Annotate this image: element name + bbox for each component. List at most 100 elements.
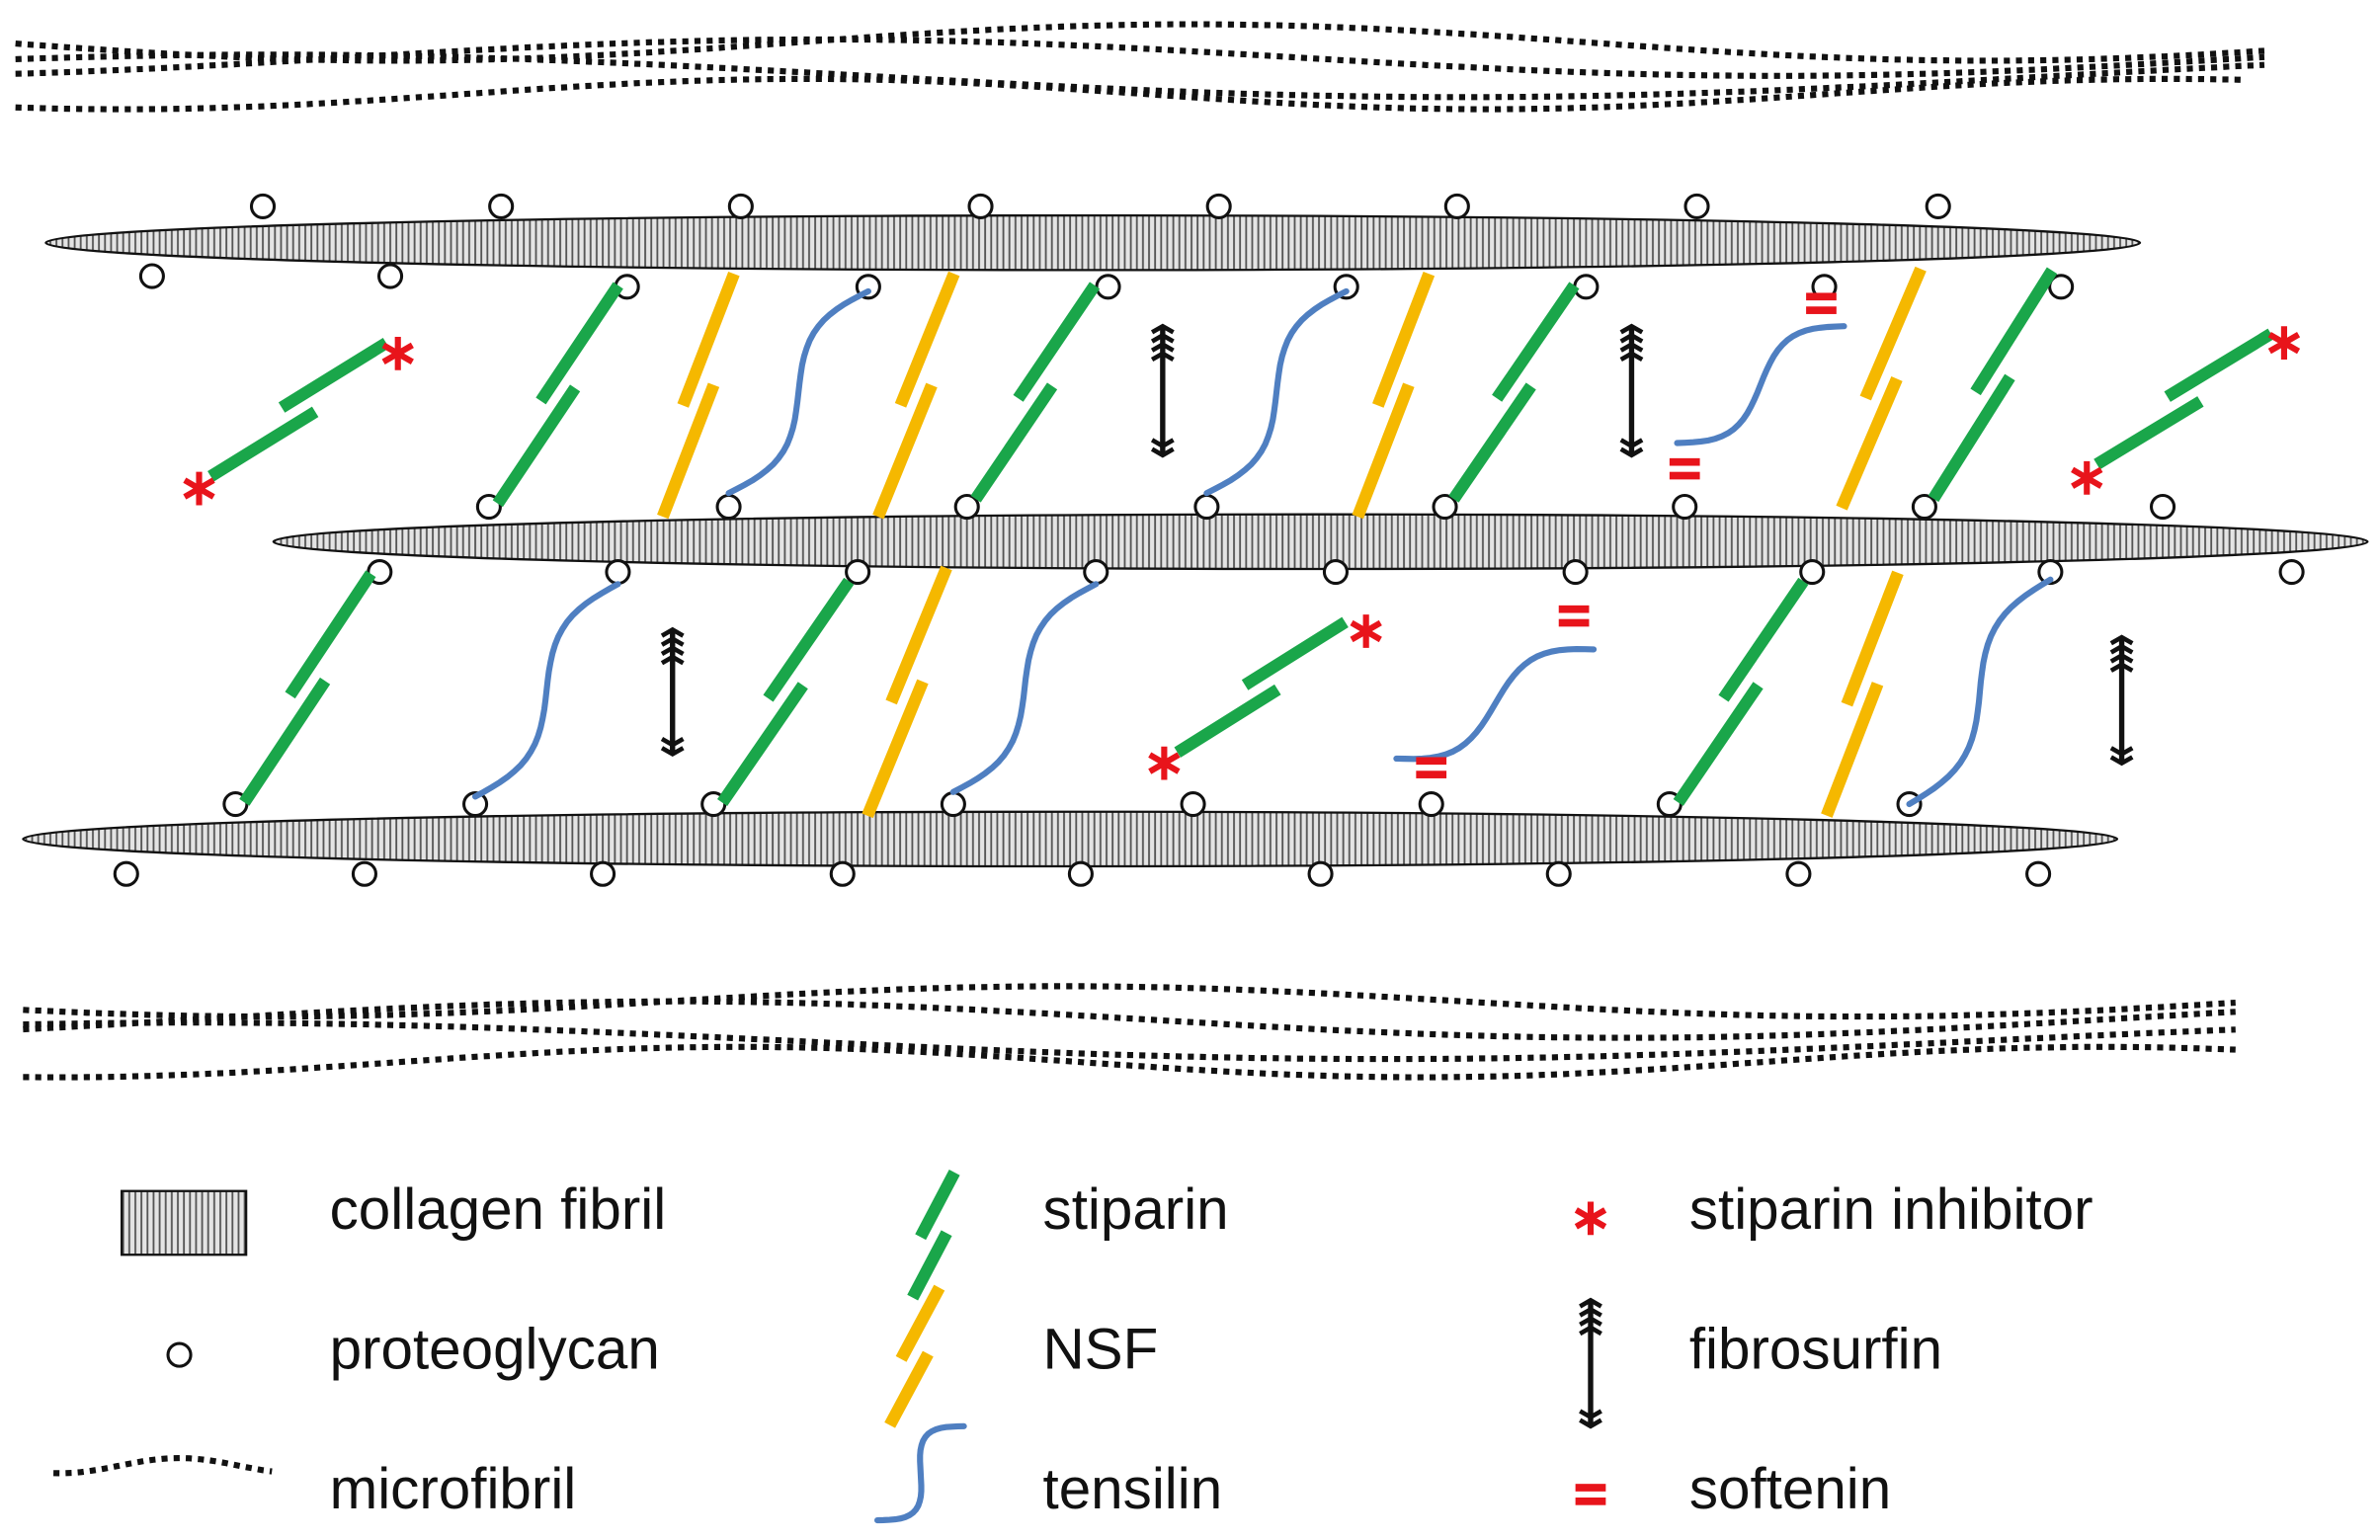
collagen-fibril	[44, 213, 2142, 272]
proteoglycan	[605, 559, 631, 586]
tensilin	[1393, 646, 1598, 763]
nsf	[862, 679, 929, 819]
tensilin	[1203, 287, 1350, 497]
legend-icon	[895, 1284, 945, 1362]
fibrosurfin	[2109, 652, 2134, 664]
fibrosurfin	[1579, 1325, 1602, 1337]
legend-label: stiparin inhibitor	[1689, 1177, 2093, 1242]
microfibril	[23, 983, 2236, 1020]
fibrosurfin	[1579, 1418, 1602, 1429]
stiparin	[239, 677, 331, 806]
fibrosurfin	[1619, 332, 1644, 344]
microfibril	[53, 1454, 273, 1477]
proteoglycan	[113, 860, 139, 887]
nsf	[657, 382, 720, 520]
fibrosurfin	[1150, 351, 1175, 363]
stiparin	[492, 384, 581, 508]
tensilin	[1674, 323, 1847, 446]
softenin	[1806, 306, 1837, 314]
fibrosurfin	[1579, 1306, 1602, 1318]
stiparin	[535, 282, 623, 405]
microfibril	[15, 36, 2265, 79]
microfibril	[15, 75, 2247, 113]
proteoglycan	[2278, 559, 2305, 586]
stiparin	[717, 682, 808, 806]
legend-label: microfibril	[330, 1457, 577, 1521]
fibrosurfin	[1579, 1409, 1602, 1420]
proteoglycan	[1785, 860, 1812, 887]
proteoglycan	[940, 791, 966, 818]
proteoglycan	[1095, 274, 1121, 300]
proteoglycan	[1432, 493, 1458, 521]
tensilin	[725, 287, 871, 497]
proteoglycan	[590, 860, 616, 887]
stiparin-inhibitor	[2267, 332, 2301, 355]
proteoglycan	[1925, 193, 1951, 219]
stiparin-inhibitor	[2071, 466, 2103, 489]
nsf	[1352, 382, 1415, 520]
proteoglycan	[2025, 860, 2052, 887]
nsf	[872, 382, 938, 520]
proteoglycan	[967, 193, 994, 219]
fibrosurfin	[1150, 342, 1175, 353]
fibrosurfin	[1619, 351, 1644, 363]
fibrosurfin	[660, 645, 685, 656]
softenin	[1669, 471, 1700, 480]
fibrosurfin	[2109, 755, 2134, 767]
proteoglycan	[845, 559, 871, 586]
proteoglycan	[376, 263, 404, 289]
fibrosurfin	[1579, 1316, 1602, 1327]
proteoglycan	[2048, 274, 2075, 300]
stiparin-inhibitor	[183, 477, 215, 500]
stiparin	[1448, 382, 1536, 503]
softenin	[1416, 757, 1447, 766]
softenin	[1416, 770, 1447, 778]
fibrosurfin	[1619, 438, 1644, 449]
nsf	[1836, 376, 1903, 511]
fibrosurfin	[2109, 634, 2134, 646]
legend-label: tensilin	[1043, 1457, 1223, 1521]
fibrosurfin	[1150, 323, 1175, 335]
legend-label: collagen fibril	[330, 1177, 667, 1242]
fibrosurfin	[1150, 446, 1175, 458]
nsf	[1841, 570, 1904, 707]
fibrosurfin	[2109, 662, 2134, 673]
softenin	[1806, 292, 1837, 301]
microfibril	[23, 998, 2236, 1041]
proteoglycan	[488, 193, 515, 219]
scene	[15, 21, 2369, 1081]
tensilin	[874, 1422, 967, 1524]
stiparin	[1928, 373, 2015, 503]
legend-label: proteoglycan	[330, 1317, 660, 1381]
fibrosurfin	[1150, 438, 1175, 449]
proteoglycan	[166, 1341, 193, 1368]
softenin	[1558, 618, 1590, 627]
softenin	[1575, 1497, 1606, 1505]
collagen-fibril	[272, 513, 2369, 571]
stiparin	[207, 406, 319, 482]
proteoglycan	[2149, 493, 2176, 521]
proteoglycan	[1799, 559, 1826, 586]
fibrosurfin	[1579, 1297, 1602, 1309]
fibrosurfin	[660, 737, 685, 748]
microfibril	[23, 1043, 2236, 1081]
microfibril	[15, 21, 2265, 64]
proteoglycan	[1911, 493, 1937, 521]
legend-icon	[907, 1230, 952, 1301]
proteoglycan	[1683, 193, 1710, 219]
proteoglycan	[249, 193, 277, 219]
microfibril	[23, 1019, 2236, 1063]
proteoglycan	[1573, 274, 1600, 300]
stiparin	[2164, 328, 2274, 402]
proteoglycan	[1443, 193, 1470, 219]
tensilin	[1906, 576, 2054, 808]
softenin	[1669, 457, 1700, 466]
stiparin	[1013, 282, 1101, 402]
fibrosurfin	[1619, 323, 1644, 335]
stiparin-inhibitor	[381, 342, 414, 365]
proteoglycan	[351, 860, 377, 887]
proteoglycan	[138, 263, 165, 289]
proteoglycan	[1205, 193, 1232, 219]
